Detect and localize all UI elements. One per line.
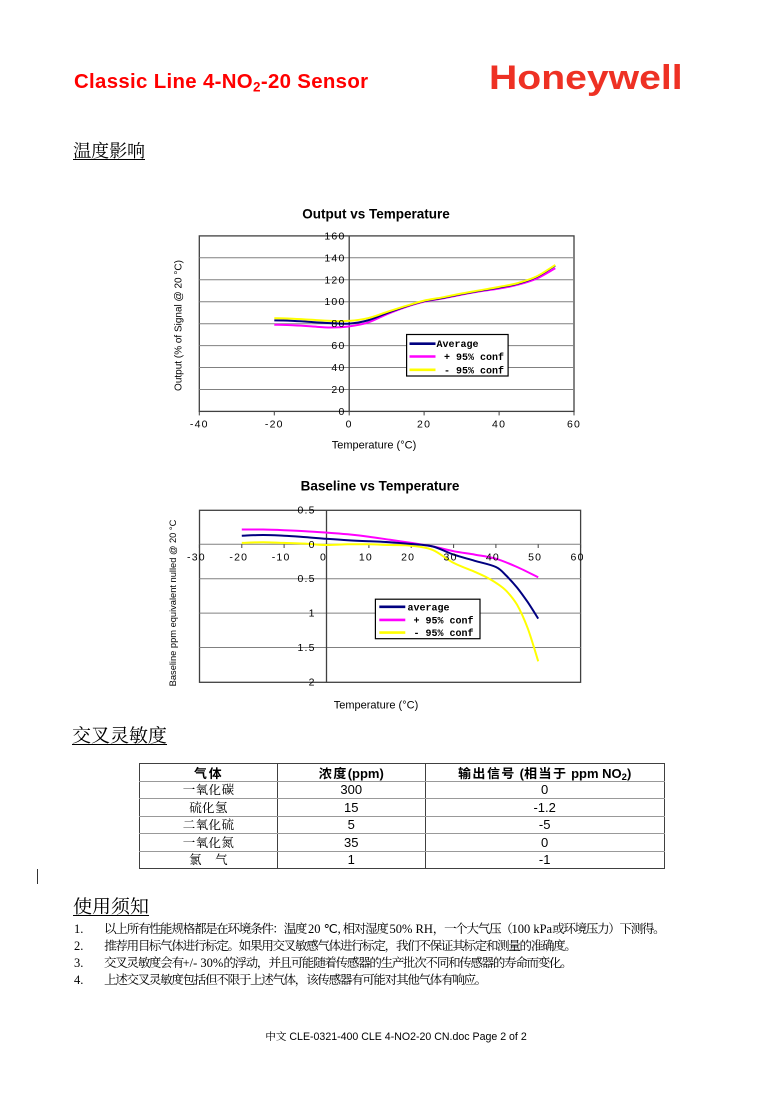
svg-text:Baseline ppm equivalent nulled: Baseline ppm equivalent nulled @ 20 °C: [168, 519, 178, 686]
svg-text:160: 160: [324, 230, 345, 242]
svg-text:Baseline vs Temperature: Baseline vs Temperature: [301, 479, 460, 494]
svg-text:-40: -40: [190, 419, 209, 431]
svg-text:-30: -30: [187, 552, 206, 564]
svg-text:60: 60: [331, 340, 345, 352]
svg-text:- 95% conf: - 95% conf: [414, 628, 474, 640]
svg-text:+ 95% conf: + 95% conf: [444, 352, 504, 364]
svg-text:40: 40: [486, 552, 500, 564]
svg-text:120: 120: [324, 274, 345, 286]
svg-text:-20: -20: [265, 419, 284, 431]
svg-text:60: 60: [567, 419, 581, 431]
svg-text:10: 10: [359, 552, 373, 564]
svg-text:Temperature (°C): Temperature (°C): [332, 440, 416, 452]
svg-text:Output (% of Signal @ 20 °C): Output (% of Signal @ 20 °C): [174, 260, 185, 391]
svg-text:Temperature (°C): Temperature (°C): [334, 700, 418, 712]
svg-text:30: 30: [444, 552, 458, 564]
svg-text:0.5: 0.5: [297, 504, 315, 516]
svg-text:0: 0: [309, 539, 316, 551]
svg-text:60: 60: [571, 552, 585, 564]
svg-text:80: 80: [331, 318, 345, 330]
svg-text:100: 100: [324, 296, 345, 308]
svg-text:0: 0: [338, 406, 345, 418]
svg-text:140: 140: [324, 252, 345, 264]
svg-text:1.5: 1.5: [297, 642, 315, 654]
svg-text:0: 0: [346, 419, 353, 431]
svg-text:Output vs Temperature: Output vs Temperature: [302, 207, 450, 222]
svg-text:20: 20: [401, 552, 415, 564]
svg-text:+ 95% conf: + 95% conf: [414, 615, 474, 627]
svg-text:40: 40: [331, 362, 345, 374]
svg-text:2: 2: [309, 676, 316, 688]
svg-text:Average: Average: [437, 340, 479, 351]
svg-text:0: 0: [320, 552, 327, 564]
svg-text:40: 40: [492, 419, 506, 431]
svg-text:- 95% conf: - 95% conf: [444, 365, 504, 377]
svg-text:20: 20: [417, 419, 431, 431]
svg-text:0.5: 0.5: [297, 573, 315, 585]
svg-text:-10: -10: [272, 552, 291, 564]
svg-text:1: 1: [309, 608, 316, 620]
svg-text:-20: -20: [229, 552, 248, 564]
svg-text:50: 50: [528, 552, 542, 564]
svg-text:20: 20: [331, 384, 345, 396]
svg-text:average: average: [408, 603, 450, 614]
